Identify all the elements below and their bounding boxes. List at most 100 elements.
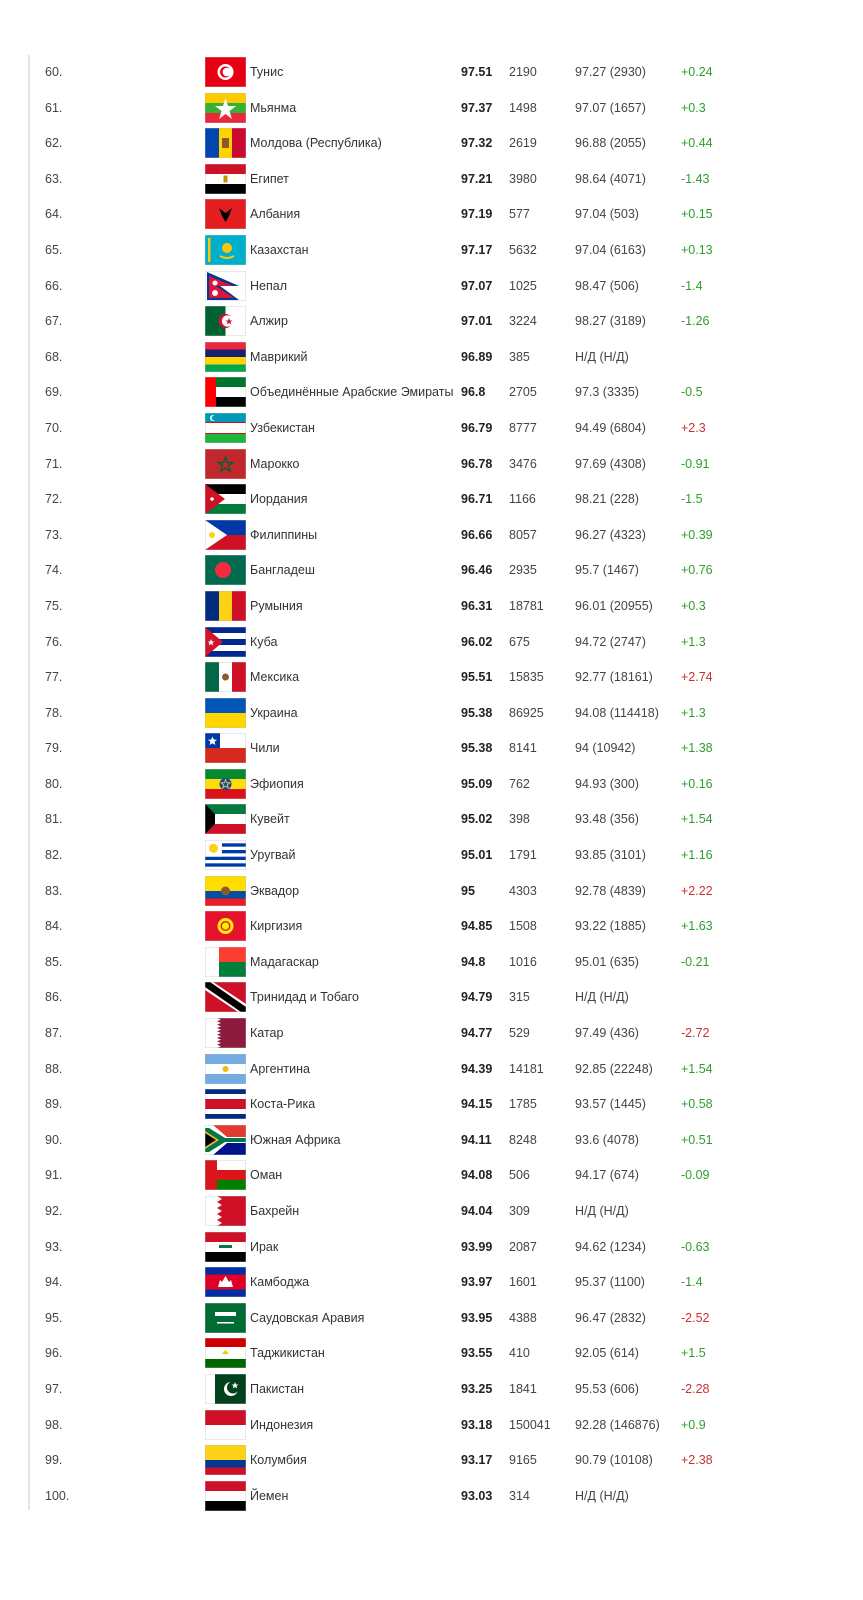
country-name-link[interactable]: Таджикистан	[250, 1346, 325, 1361]
country-name-link[interactable]: Марокко	[250, 456, 300, 471]
change-cell: +0.13	[681, 242, 713, 257]
country-name-link[interactable]: Молдова (Республика)	[250, 136, 382, 151]
country-name-link[interactable]: Коста-Рика	[250, 1097, 316, 1112]
country-name-link[interactable]: Саудовская Аравия	[250, 1310, 365, 1325]
country-name-link[interactable]: Кувейт	[250, 812, 290, 827]
table-row: 96. Таджикистан 93.55 410 92.05 (614) +1.5	[0, 1336, 863, 1372]
country-name-link[interactable]: Тунис	[250, 65, 284, 79]
tests-count-cell: 3224	[509, 314, 537, 329]
country-name-link[interactable]: Мьянма	[250, 100, 297, 115]
score-cell: 95.09	[461, 776, 493, 791]
table-row: 69. Объединённые Арабские Эмираты 96.8 2705…	[0, 375, 863, 411]
country-name-link[interactable]: Объединённые Арабские Эмираты	[250, 385, 454, 400]
table-row: 91. Оман 94.08 506 94.17 (674) -0.09	[0, 1158, 863, 1194]
ukraine-flag	[205, 697, 246, 728]
country-name-link[interactable]: Оман	[250, 1168, 283, 1183]
change-cell: +1.54	[681, 812, 713, 827]
country-name-link[interactable]: Мексика	[250, 670, 300, 685]
previous-score-cell: 92.28 (146876)	[575, 1417, 660, 1432]
country-name-link[interactable]: Казахстан	[250, 242, 309, 257]
tajikistan-flag	[205, 1338, 246, 1369]
country-name-link[interactable]: Румыния	[250, 598, 303, 613]
previous-score-cell: 95.01 (635)	[575, 954, 639, 969]
country-name-link[interactable]: Эквадор	[250, 883, 300, 898]
tests-count-cell: 14181	[509, 1061, 544, 1076]
country-name-link[interactable]: Филиппины	[250, 527, 318, 542]
rank-cell: 68.	[45, 349, 63, 364]
tests-count-cell: 1791	[509, 848, 537, 863]
tests-count-cell: 1785	[509, 1097, 537, 1112]
change-cell: -0.91	[681, 456, 710, 471]
country-name-link[interactable]: Маврикий	[250, 349, 308, 364]
score-cell: 93.99	[461, 1239, 493, 1254]
country-name-link[interactable]: Йемен	[250, 1488, 289, 1503]
table-row: 97. Пакистан 93.25 1841 95.53 (606) -2.28	[0, 1372, 863, 1408]
country-name-link[interactable]: Индонезия	[250, 1417, 314, 1432]
country-name-link[interactable]: Куба	[250, 634, 278, 649]
table-row: 79. Чили 95.38 8141 94 (10942) +1.38	[0, 731, 863, 767]
rank-cell: 83.	[45, 883, 63, 898]
previous-score-cell: 93.57 (1445)	[575, 1097, 646, 1112]
change-cell: +1.3	[681, 705, 706, 720]
score-cell: 96.79	[461, 420, 493, 435]
country-name-link[interactable]: Колумбия	[250, 1453, 307, 1468]
country-name-link[interactable]: Киргизия	[250, 919, 303, 934]
score-cell: 94.11	[461, 1132, 492, 1147]
table-row: 95. Саудовская Аравия 93.95 4388 96.47 (2832…	[0, 1301, 863, 1337]
table-row: 76. Куба 96.02 675 94.72 (2747) +1.3	[0, 625, 863, 661]
country-name-link[interactable]: Мадагаскар	[250, 954, 319, 969]
pakistan-flag	[205, 1373, 246, 1404]
country-name-link[interactable]: Ирак	[250, 1239, 279, 1254]
mauritius-flag	[205, 341, 246, 372]
rank-cell: 61.	[45, 100, 63, 115]
tests-count-cell: 314	[509, 1488, 530, 1503]
country-name-link[interactable]: Алжир	[250, 314, 288, 329]
table-row: 98. Индонезия 93.18 150041 92.28 (146876) +0.…	[0, 1408, 863, 1444]
score-cell: 96.71	[461, 492, 493, 507]
rank-cell: 65.	[45, 242, 63, 257]
indonesia-flag	[205, 1409, 246, 1440]
tests-count-cell: 762	[509, 776, 530, 791]
country-name-link[interactable]: Катар	[250, 1026, 284, 1041]
country-name-link[interactable]: Уругвай	[250, 848, 296, 863]
kyrgyzstan-flag	[205, 911, 246, 942]
table-row: 82. Уругвай 95.01 1791 93.85 (3101) +1.16	[0, 838, 863, 874]
score-cell: 97.07	[461, 278, 493, 293]
change-cell: +0.15	[681, 207, 713, 222]
rank-cell: 64.	[45, 207, 63, 222]
country-name-link[interactable]: Иордания	[250, 492, 308, 507]
country-name-link[interactable]: Непал	[250, 278, 287, 293]
rank-cell: 90.	[45, 1132, 63, 1147]
previous-score-cell: 93.22 (1885)	[575, 919, 646, 934]
jordan-flag	[205, 484, 246, 515]
country-name-link[interactable]: Албания	[250, 207, 301, 222]
score-cell: 94.39	[461, 1061, 493, 1076]
country-name-link[interactable]: Узбекистан	[250, 420, 315, 435]
table-row: 74. Бангладеш 96.46 2935 95.7 (1467) +0.76	[0, 553, 863, 589]
tests-count-cell: 529	[509, 1026, 530, 1041]
tests-count-cell: 2619	[509, 136, 537, 151]
table-row: 65. Казахстан 97.17 5632 97.04 (6163) +0.13	[0, 233, 863, 269]
ranking-table: 60. Тунис 97.51 2190 97.27 (2930) +0.24 61. Мья…	[0, 55, 863, 1514]
country-name-link[interactable]: Бангладеш	[250, 563, 315, 578]
country-name-link[interactable]: Чили	[250, 741, 280, 756]
bahrain-flag	[205, 1196, 246, 1226]
previous-score-cell: 97.69 (4308)	[575, 456, 646, 471]
country-name-link[interactable]: Пакистан	[250, 1381, 305, 1396]
country-name-link[interactable]: Эфиопия	[250, 776, 304, 791]
country-name-link[interactable]: Южная Африка	[250, 1132, 341, 1147]
table-row: 75. Румыния 96.31 18781 96.01 (20955) +0.3	[0, 589, 863, 625]
country-name-link[interactable]: Украина	[250, 705, 298, 720]
previous-score-cell: 98.27 (3189)	[575, 314, 646, 329]
country-name-link[interactable]: Аргентина	[250, 1061, 310, 1076]
country-name-link[interactable]: Бахрейн	[250, 1204, 300, 1218]
table-row: 84. Киргизия 94.85 1508 93.22 (1885) +1.63	[0, 909, 863, 945]
tests-count-cell: 8141	[509, 741, 537, 756]
country-name-link[interactable]: Камбоджа	[250, 1275, 310, 1290]
country-name-link[interactable]: Египет	[250, 171, 289, 186]
score-cell: 97.32	[461, 136, 493, 151]
rank-cell: 63.	[45, 171, 63, 186]
score-cell: 93.55	[461, 1346, 493, 1361]
country-name-link[interactable]: Тринидад и Тобаго	[250, 990, 359, 1005]
previous-score-cell: 94.62 (1234)	[575, 1239, 646, 1254]
